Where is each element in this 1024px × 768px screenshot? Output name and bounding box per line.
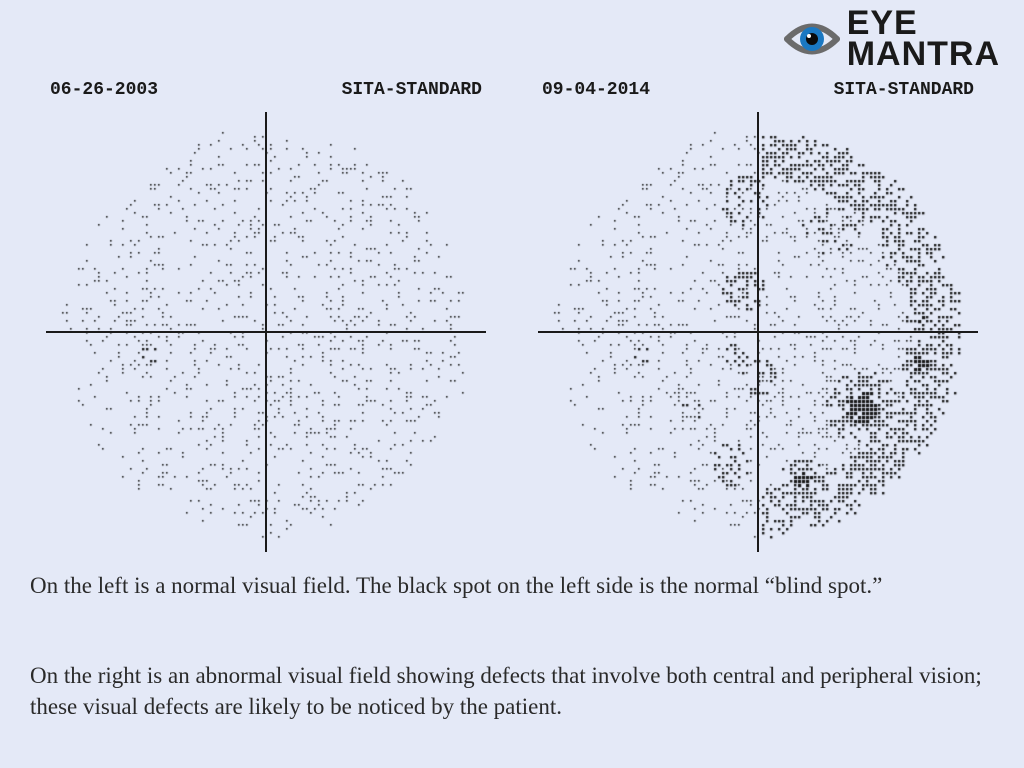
chart-left-header: 06-26-2003 SITA-STANDARD [40,80,492,100]
chart-right-panel: 09-04-2014 SITA-STANDARD [532,80,984,552]
eye-logo-icon [783,10,841,68]
caption-abnormal: On the right is an abnormal visual field… [30,660,994,722]
caption-normal: On the left is a normal visual field. Th… [30,570,994,601]
brand-logo: EYE MANTRA [783,8,1000,69]
chart-left-date: 06-26-2003 [50,80,158,100]
chart-left-panel: 06-26-2003 SITA-STANDARD [40,80,492,552]
chart-right-date: 09-04-2014 [542,80,650,100]
visual-field-charts: 06-26-2003 SITA-STANDARD 09-04-2014 SITA… [40,80,984,552]
chart-left-test: SITA-STANDARD [342,80,482,100]
chart-right-test: SITA-STANDARD [834,80,974,100]
brand-line-1: EYE [847,8,1000,39]
chart-left-area [46,112,486,552]
chart-right-header: 09-04-2014 SITA-STANDARD [532,80,984,100]
chart-right-area [538,112,978,552]
brand-line-2: MANTRA [847,39,1000,70]
axis-vertical [757,112,759,552]
axis-vertical [265,112,267,552]
brand-name: EYE MANTRA [847,8,1000,69]
